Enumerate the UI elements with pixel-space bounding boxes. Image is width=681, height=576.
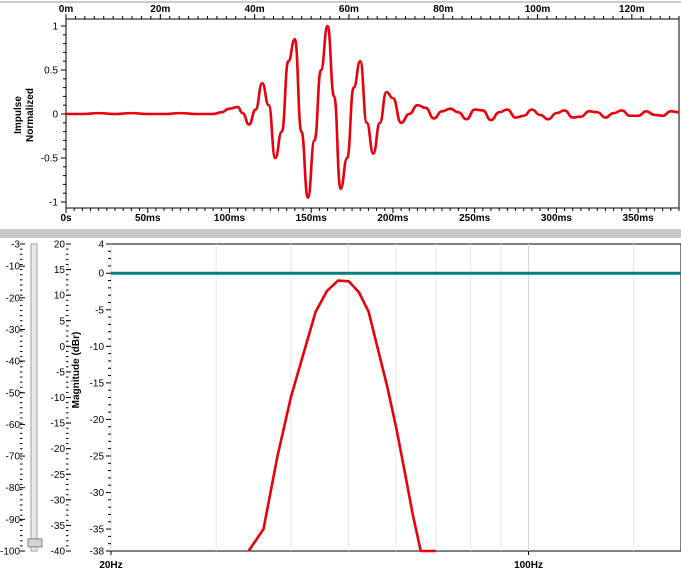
magnitude-y-tick-label: -35 <box>90 525 105 536</box>
impulse-series-group <box>66 24 680 199</box>
slider-thumb[interactable] <box>27 538 43 548</box>
frequency-tick-label: 100Hz <box>514 560 543 571</box>
left-scale-b-tick-label: 15 <box>54 265 66 276</box>
left-scale-a: -3 -10 -20 -30 -40 -50 -60 -70 -80 -90 -100 <box>0 240 25 558</box>
left-scale-b-tick-label: -35 <box>51 521 66 532</box>
distance-tick-label: 60m <box>339 4 359 15</box>
impulse-y-tick-label: 0.5 <box>44 66 58 77</box>
left-scale-a-tick-label: -70 <box>6 452 21 463</box>
magnitude-y-tick-label: 0 <box>98 269 104 280</box>
left-scale-b-tick-label: -30 <box>51 495 66 506</box>
magnitude-y-tick-label: -25 <box>90 451 105 462</box>
distance-axis: 0m 20m 40m 60m 80m 100m 120m <box>59 4 680 19</box>
distance-tick-label: 100m <box>525 4 551 15</box>
left-scale-a-tick-label: -30 <box>6 325 21 336</box>
impulse-y-axis: 1 0.5 0 -0.5 -1 <box>41 22 66 209</box>
impulse-y-tick-label: 0 <box>52 110 58 121</box>
left-scale-a-tick-label: -3 <box>11 240 20 251</box>
impulse-y-tick-label: -1 <box>49 198 58 209</box>
left-scale-b-tick-label: -20 <box>51 444 66 455</box>
magnitude-y-tick-label: -5 <box>95 305 104 316</box>
distance-tick-label: 20m <box>150 4 170 15</box>
time-axis: 0s 50ms 100ms 150ms 200ms 250ms 300ms 350ms <box>60 208 680 224</box>
time-tick-label: 0s <box>60 213 72 224</box>
left-scale-a-tick-label: -80 <box>6 483 21 494</box>
left-scale-b-tick-label: 10 <box>54 291 66 302</box>
left-scale-a-tick-label: -90 <box>6 515 21 526</box>
time-tick-label: 200ms <box>377 213 409 224</box>
left-scale-b-tick-label: -5 <box>56 367 65 378</box>
magnitude-y-axis: 4 0 -5 -10 -15 -20 -25 -30 -35 -38 <box>90 240 111 558</box>
left-scale-a-tick-label: -50 <box>6 388 21 399</box>
left-scale-a-tick-label: -20 <box>6 293 21 304</box>
impulse-line <box>66 24 680 199</box>
magnitude-series-group <box>111 271 681 553</box>
time-tick-label: 350ms <box>623 213 655 224</box>
magnitude-y-tick-label: -10 <box>90 342 105 353</box>
distance-tick-label: 120m <box>619 4 645 15</box>
left-scale-a-tick-label: -40 <box>6 357 21 368</box>
left-scale-b-tick-label: 20 <box>54 240 66 251</box>
impulse-y-label-1: Impulse <box>13 96 24 134</box>
left-scale-b-tick-label: -25 <box>51 470 66 481</box>
magnitude-y-tick-label: -15 <box>90 378 105 389</box>
impulse-y-tick-label: -0.5 <box>41 154 59 165</box>
impulse-y-tick-label: 1 <box>52 22 58 33</box>
distance-tick-label: 40m <box>245 4 265 15</box>
distance-tick-label: 0m <box>59 4 74 15</box>
frequency-axis: 20Hz 100Hz <box>99 551 543 571</box>
left-scale-a-tick-label: -60 <box>6 420 21 431</box>
magnitude-y-tick-label: 4 <box>98 240 104 251</box>
time-tick-label: 250ms <box>459 213 491 224</box>
distance-tick-label: 80m <box>433 4 453 15</box>
left-scale-b: 20 15 10 5 0 -5 -10 -15 -20 -25 -30 -35 -40 <box>51 240 71 558</box>
left-scale-b-tick-label: 0 <box>59 342 65 353</box>
time-tick-label: 100ms <box>214 213 246 224</box>
magnitude-y-tick-label: -38 <box>90 547 105 558</box>
left-scale-b-tick-label: -40 <box>51 547 66 558</box>
impulse-y-label-2: Normalized <box>25 88 36 142</box>
left-scale-b-tick-label: -15 <box>51 419 66 430</box>
time-tick-label: 50ms <box>135 213 161 224</box>
magnitude-y-tick-label: -20 <box>90 415 105 426</box>
left-scale-a-tick-label: -100 <box>0 547 20 558</box>
slider-track[interactable] <box>30 243 38 552</box>
level-slider[interactable] <box>27 243 43 552</box>
left-scale-b-tick-label: 5 <box>59 316 65 327</box>
magnitude-line <box>247 279 436 553</box>
time-tick-label: 300ms <box>541 213 573 224</box>
magnitude-y-label: Magnitude (dBr) <box>71 332 82 409</box>
left-scale-b-tick-label: -10 <box>51 393 66 404</box>
time-tick-label: 150ms <box>296 213 328 224</box>
left-scale-a-tick-label: -10 <box>6 262 21 273</box>
frequency-tick-label: 20Hz <box>99 560 122 571</box>
panel-splitter[interactable] <box>0 229 681 238</box>
magnitude-y-tick-label: -30 <box>90 488 105 499</box>
